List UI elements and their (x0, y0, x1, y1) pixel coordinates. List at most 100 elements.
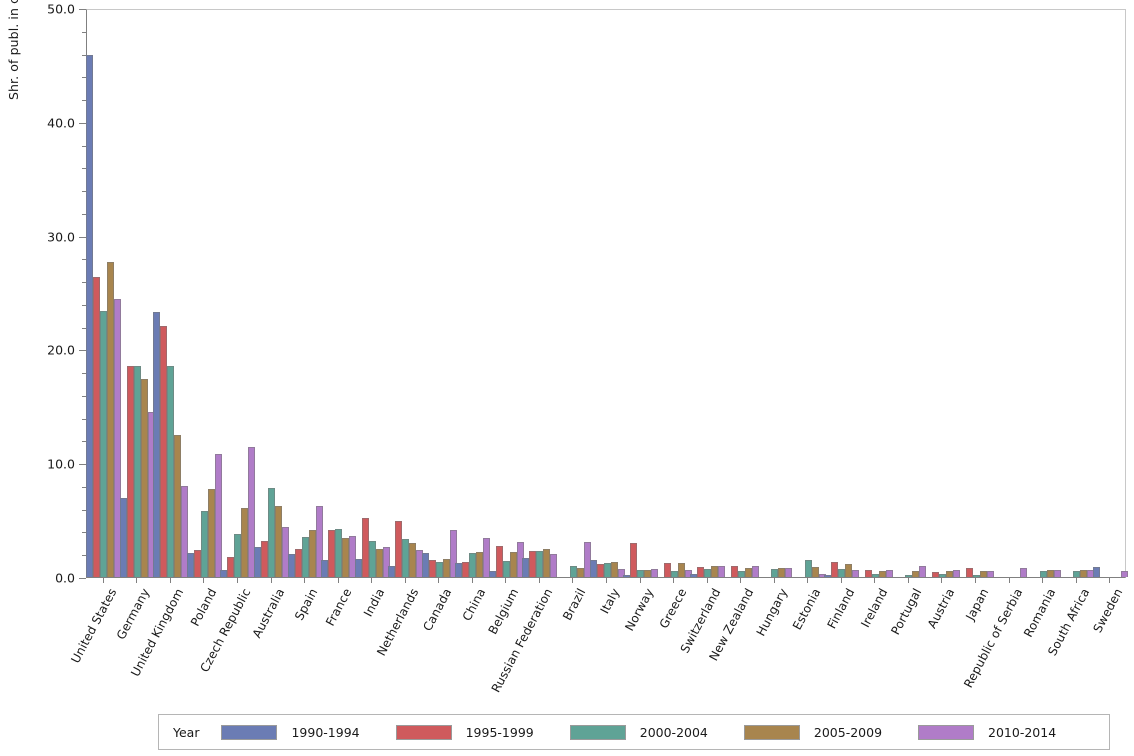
bar[interactable] (651, 569, 659, 577)
bar[interactable] (785, 567, 793, 577)
bar[interactable] (644, 570, 652, 577)
bar[interactable] (569, 565, 577, 577)
bar[interactable] (871, 573, 879, 577)
bar[interactable] (1080, 570, 1088, 577)
bar[interactable] (637, 570, 645, 577)
bar[interactable] (965, 567, 973, 577)
bar[interactable] (744, 567, 752, 577)
bar[interactable] (287, 554, 295, 577)
legend-item[interactable]: 2005-2009 (743, 724, 882, 740)
bar[interactable] (583, 541, 591, 577)
bar[interactable] (200, 511, 208, 577)
bar[interactable] (630, 542, 638, 577)
legend-item[interactable]: 1995-1999 (395, 724, 534, 740)
bar[interactable] (610, 562, 618, 577)
bar[interactable] (576, 567, 584, 577)
bar[interactable] (589, 559, 597, 577)
bar[interactable] (550, 554, 558, 577)
bar[interactable] (509, 551, 517, 577)
bar[interactable] (133, 366, 141, 577)
bar[interactable] (885, 570, 893, 577)
bar[interactable] (342, 538, 350, 577)
bar[interactable] (354, 558, 362, 577)
bar[interactable] (275, 506, 283, 577)
bar[interactable] (495, 546, 503, 577)
bar[interactable] (1053, 570, 1061, 577)
bar[interactable] (536, 550, 544, 577)
bar[interactable] (751, 565, 759, 577)
bar[interactable] (952, 570, 960, 577)
bar[interactable] (214, 454, 222, 577)
legend-item[interactable]: 1990-1994 (221, 724, 360, 740)
bar[interactable] (368, 540, 376, 577)
bar[interactable] (375, 548, 383, 577)
bar[interactable] (160, 325, 168, 577)
bar[interactable] (878, 571, 886, 577)
bar[interactable] (663, 563, 671, 577)
bar[interactable] (831, 562, 839, 577)
bar[interactable] (845, 564, 853, 577)
bar[interactable] (1073, 571, 1081, 577)
bar[interactable] (361, 517, 369, 577)
bar[interactable] (395, 521, 403, 577)
bar[interactable] (241, 507, 249, 577)
bar[interactable] (248, 447, 256, 577)
bar[interactable] (617, 569, 625, 577)
bar[interactable] (207, 489, 215, 577)
bar[interactable] (174, 434, 182, 577)
bar[interactable] (469, 553, 477, 577)
bar[interactable] (442, 558, 450, 577)
bar[interactable] (476, 551, 484, 577)
bar[interactable] (301, 537, 309, 577)
bar[interactable] (483, 538, 491, 577)
bar[interactable] (220, 570, 228, 577)
bar[interactable] (919, 565, 927, 577)
bar[interactable] (315, 506, 323, 577)
bar[interactable] (114, 299, 122, 577)
bar[interactable] (543, 548, 551, 577)
bar[interactable] (912, 571, 920, 577)
bar[interactable] (730, 565, 738, 577)
bar[interactable] (449, 530, 457, 577)
bar[interactable] (1092, 566, 1100, 577)
bar[interactable] (1120, 571, 1128, 577)
bar[interactable] (100, 310, 108, 577)
bar[interactable] (623, 574, 631, 577)
bar[interactable] (979, 571, 987, 577)
bar[interactable] (388, 565, 396, 577)
bar[interactable] (1039, 571, 1047, 577)
bar[interactable] (382, 547, 390, 577)
bar[interactable] (455, 563, 463, 577)
bar[interactable] (254, 547, 262, 577)
bar[interactable] (181, 485, 189, 577)
bar[interactable] (186, 553, 194, 577)
legend-item[interactable]: 2010-2014 (918, 724, 1056, 740)
bar[interactable] (778, 567, 786, 577)
bar[interactable] (435, 562, 443, 577)
bar[interactable] (931, 572, 939, 577)
bar[interactable] (153, 311, 161, 577)
bar[interactable] (227, 556, 235, 577)
bar[interactable] (421, 553, 429, 577)
bar[interactable] (488, 571, 496, 577)
bar[interactable] (864, 570, 872, 577)
bar[interactable] (268, 488, 276, 577)
bar[interactable] (603, 563, 611, 577)
bar[interactable] (677, 563, 685, 577)
bar[interactable] (409, 542, 417, 577)
bar[interactable] (402, 539, 410, 577)
bar[interactable] (107, 261, 115, 577)
bar[interactable] (938, 573, 946, 577)
bar[interactable] (86, 54, 94, 577)
bar[interactable] (670, 571, 678, 577)
bar[interactable] (811, 566, 819, 577)
bar[interactable] (804, 559, 812, 577)
bar[interactable] (282, 526, 290, 577)
bar[interactable] (502, 561, 510, 577)
bar[interactable] (852, 570, 860, 577)
bar[interactable] (328, 530, 336, 577)
bar[interactable] (522, 557, 530, 577)
bar[interactable] (234, 533, 242, 577)
bar[interactable] (1046, 570, 1054, 577)
bar[interactable] (771, 569, 779, 577)
